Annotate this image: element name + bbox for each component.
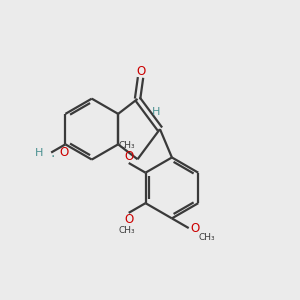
Text: CH₃: CH₃ — [199, 232, 215, 242]
Text: O: O — [124, 213, 133, 226]
Text: H: H — [152, 107, 160, 117]
Text: O: O — [59, 146, 69, 159]
Text: O: O — [124, 150, 133, 163]
Text: .: . — [50, 146, 55, 160]
Text: H: H — [34, 148, 43, 158]
Text: O: O — [191, 222, 200, 235]
Text: CH₃: CH₃ — [119, 226, 136, 235]
Text: O: O — [136, 65, 146, 78]
Text: CH₃: CH₃ — [119, 141, 136, 150]
